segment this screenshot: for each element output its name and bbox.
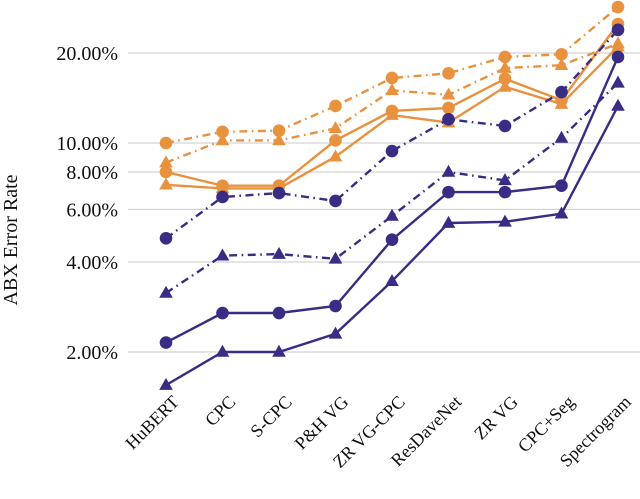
y-tick-label: 8.00%: [66, 162, 118, 184]
data-point-marker: [442, 113, 455, 126]
data-point-marker: [272, 246, 286, 259]
data-point-marker: [159, 336, 173, 349]
data-point-marker: [554, 130, 569, 143]
data-point-marker: [498, 173, 512, 186]
data-point-marker: [498, 72, 512, 86]
data-point-marker: [498, 50, 512, 64]
data-point-marker: [385, 233, 399, 246]
data-point-marker: [385, 107, 399, 120]
data-point-marker: [159, 155, 173, 168]
data-point-marker: [385, 208, 399, 221]
data-point-marker: [555, 179, 568, 192]
x-axis-label: CPC: [201, 392, 239, 430]
data-point-marker: [498, 60, 512, 73]
data-point-marker: [159, 136, 173, 150]
data-point-marker: [611, 39, 625, 52]
data-point-marker: [159, 232, 173, 245]
data-point-marker: [498, 79, 512, 92]
y-tick-label: 10.00%: [56, 133, 118, 155]
data-point-marker: [272, 133, 286, 146]
data-point-marker: [498, 119, 512, 133]
data-point-marker: [272, 186, 286, 200]
series-line-orange-dashdot-circle: [165, 6, 619, 145]
data-point-marker: [329, 134, 342, 147]
data-point-marker: [611, 98, 625, 111]
data-point-marker: [385, 273, 399, 286]
data-point-marker: [216, 125, 229, 139]
data-point-marker: [554, 58, 569, 71]
data-point-marker: [611, 23, 625, 37]
data-point-marker: [216, 306, 229, 320]
data-point-marker: [385, 71, 399, 85]
data-point-marker: [216, 190, 229, 204]
data-point-marker: [329, 299, 342, 313]
series-line-navy-dashdot-circle: [165, 29, 619, 240]
x-axis-label: HuBERT: [121, 392, 182, 453]
y-tick-label: 20.00%: [56, 43, 118, 65]
data-point-marker: [215, 248, 230, 261]
y-tick-label: 4.00%: [66, 252, 118, 274]
data-point-marker: [555, 47, 568, 61]
data-point-marker: [611, 75, 625, 88]
data-point-marker: [441, 215, 456, 228]
x-axis-label: ZR VG: [470, 392, 522, 444]
x-axis-label: S-CPC: [246, 392, 296, 442]
y-axis-title: ABX Error Rate: [0, 174, 22, 305]
data-point-marker: [385, 144, 399, 158]
data-point-marker: [159, 165, 173, 179]
data-point-marker: [272, 124, 286, 137]
data-point-marker: [441, 164, 456, 177]
data-point-marker: [442, 101, 455, 115]
data-point-marker: [328, 149, 343, 162]
y-tick-label: 6.00%: [66, 199, 118, 221]
data-point-marker: [272, 344, 286, 357]
data-point-marker: [498, 185, 512, 199]
data-point-marker: [554, 206, 569, 219]
data-point-marker: [329, 194, 342, 208]
data-point-marker: [159, 285, 173, 298]
data-point-marker: [328, 326, 343, 339]
data-point-marker: [385, 83, 399, 96]
data-point-marker: [611, 0, 625, 14]
data-point-marker: [442, 185, 455, 199]
data-point-marker: [159, 377, 173, 390]
data-point-marker: [555, 85, 568, 99]
data-point-marker: [159, 177, 173, 190]
data-point-marker: [554, 96, 569, 109]
data-point-marker: [498, 214, 512, 227]
data-point-marker: [328, 251, 343, 264]
data-point-marker: [441, 87, 456, 100]
data-point-marker: [215, 133, 230, 146]
data-point-marker: [328, 121, 343, 134]
data-point-marker: [272, 306, 286, 320]
data-point-marker: [611, 50, 625, 64]
y-tick-label: 2.00%: [66, 342, 118, 364]
data-point-marker: [329, 99, 342, 113]
data-point-marker: [442, 67, 455, 80]
data-point-marker: [215, 344, 230, 357]
data-point-marker: [215, 181, 230, 194]
